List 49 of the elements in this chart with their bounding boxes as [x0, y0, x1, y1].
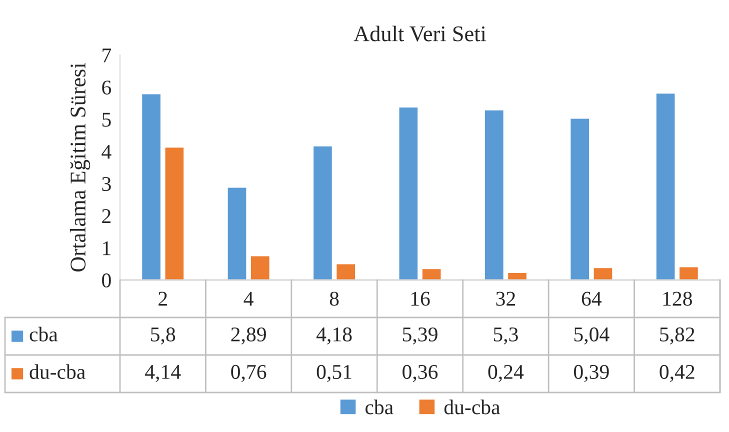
- x-tick-label: 2: [158, 292, 167, 306]
- data-label: 0,51: [316, 364, 352, 382]
- bar: [250, 254, 271, 280]
- data-label: 0,39: [574, 364, 609, 382]
- bar: [140, 92, 162, 280]
- y-tick-label: 6: [102, 80, 112, 95]
- bar: [226, 186, 248, 280]
- bar: [312, 144, 334, 280]
- bar: [164, 146, 185, 280]
- data-label: 5,82: [660, 327, 694, 344]
- x-tick-label: 8: [330, 292, 339, 306]
- bar: [678, 266, 700, 280]
- y-tick-label: 1: [103, 241, 110, 256]
- bar: [484, 108, 505, 280]
- data-label: 5,8: [151, 327, 176, 344]
- data-label: 5,04: [574, 327, 610, 344]
- data-label: 5,39: [402, 327, 438, 344]
- y-tick-label: 2: [102, 209, 111, 223]
- y-axis-title: Ortalama Eğitim Süresi: [70, 63, 90, 272]
- bar: [569, 117, 590, 280]
- bar: [335, 262, 356, 280]
- bar: [506, 272, 528, 280]
- bar: [421, 268, 442, 280]
- text: cba: [365, 400, 394, 414]
- data-label: 5,3: [494, 327, 518, 344]
- x-tick-label: 4: [244, 292, 254, 306]
- y-tick-label: 3: [102, 177, 111, 192]
- bar: [655, 92, 676, 280]
- chart-title: Adult Veri Seti: [354, 26, 486, 42]
- data-label: 4,18: [316, 327, 352, 344]
- x-tick-label: 128: [663, 292, 692, 306]
- data-label: 0,36: [402, 364, 438, 382]
- text: du-cba: [444, 400, 500, 414]
- x-tick-label: 32: [496, 292, 515, 306]
- y-tick-label: 4: [102, 144, 112, 159]
- data-label: 2,89: [231, 327, 266, 344]
- bar: [592, 266, 614, 280]
- data-label: 0,24: [488, 364, 524, 382]
- x-tick-label: 16: [411, 292, 430, 306]
- x-tick-label: 64: [582, 292, 602, 306]
- bar: [398, 106, 419, 280]
- legend-label: du-cba: [30, 364, 86, 379]
- y-tick-label: 0: [102, 273, 111, 288]
- data-label: 0,42: [660, 364, 694, 382]
- y-tick-label: 7: [102, 48, 112, 62]
- data-label: 4,14: [145, 365, 181, 382]
- data-label: 0,76: [231, 364, 266, 382]
- legend-label: cba: [30, 326, 58, 342]
- y-tick-label: 5: [102, 112, 111, 127]
